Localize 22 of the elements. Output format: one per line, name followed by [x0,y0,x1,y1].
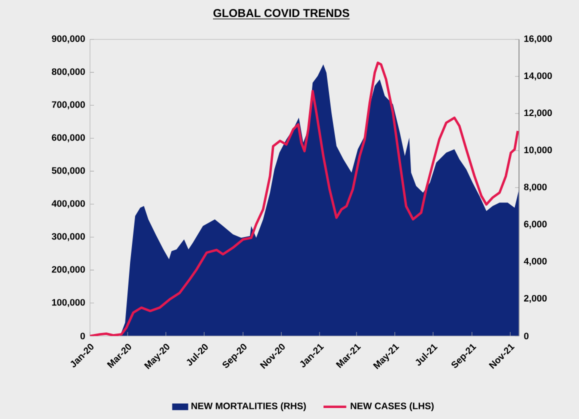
y-tick-label: 0 [80,332,85,340]
y2-tick-label: 10,000 [524,146,552,155]
y2-tick-label: 2,000 [524,294,547,303]
y-tick-label: 800,000 [52,68,85,76]
y-tick-label: 100,000 [52,299,85,308]
y2-tick-label: 4,000 [524,258,547,266]
y-tick-label: 200,000 [52,266,85,274]
y2-tick-label: 8,000 [524,184,547,192]
legend-label: NEW MORTALITIES (RHS) [191,402,306,412]
y2-tick-label: 0 [524,332,529,340]
y-tick-label: 900,000 [52,35,85,44]
y-tick-label: 400,000 [52,200,85,208]
y2-tick-label: 16,000 [524,35,552,44]
y-tick-label: 300,000 [52,233,85,242]
chart-title: GLOBAL COVID TRENDS [213,9,350,18]
y-tick-label: 600,000 [52,134,85,142]
y2-tick-label: 12,000 [524,110,552,118]
legend-label: NEW CASES (LHS) [350,402,434,412]
y2-tick-label: 14,000 [524,72,552,80]
y-tick-label: 700,000 [52,101,85,110]
y2-tick-label: 6,000 [524,220,547,229]
y-tick-label: 500,000 [52,167,85,176]
